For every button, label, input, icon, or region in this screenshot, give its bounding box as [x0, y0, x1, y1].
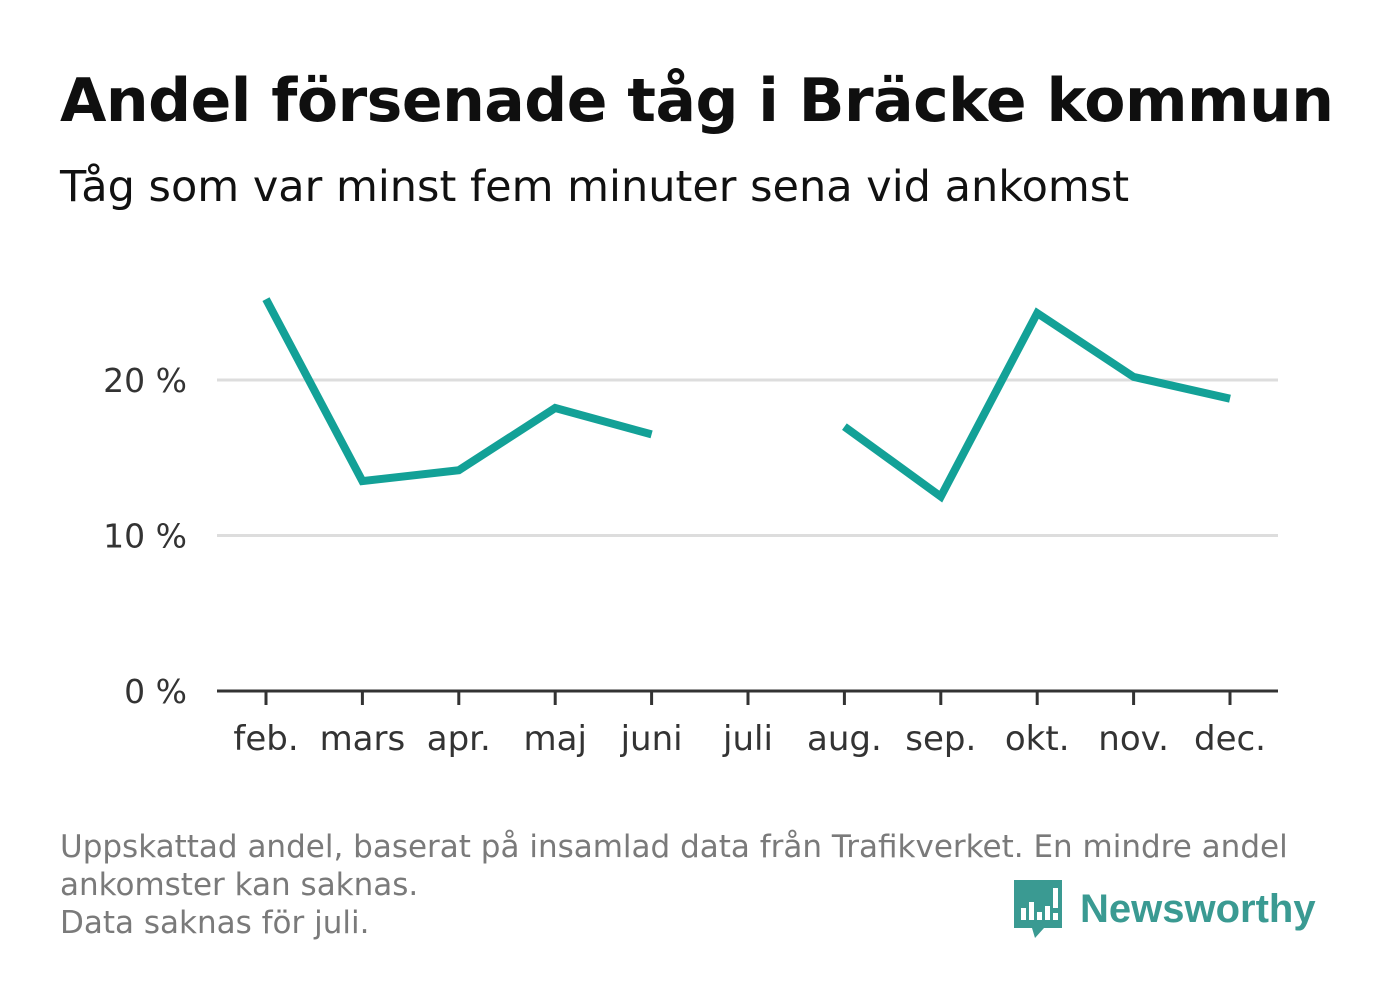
x-axis-tick-labels: feb. mars apr. maj juni juli aug. sep. okt. nov. d…: [233, 719, 1266, 759]
series-line-segment-1: [262, 297, 653, 486]
x-tick-label: nov.: [1098, 719, 1169, 759]
chart-title: Andel försenade tåg i Bräcke kommun: [60, 66, 1334, 136]
series-lines: [262, 297, 1231, 503]
footnote-line-2: ankomster kan saknas.: [60, 867, 419, 903]
y-tick-label: 0 %: [124, 672, 187, 711]
newsworthy-logo-icon: [1014, 880, 1062, 938]
y-tick-label: 20 %: [103, 361, 187, 400]
footnote-line-3: Data saknas för juli.: [60, 905, 370, 941]
x-tick-label: okt.: [1005, 719, 1070, 759]
x-tick-label: apr.: [427, 719, 491, 759]
x-tick-label: sep.: [905, 719, 976, 759]
x-tick-label: feb.: [233, 719, 298, 759]
x-axis: [217, 689, 1278, 705]
footnote: Uppskattad andel, baserat på insamlad da…: [60, 828, 1340, 942]
x-tick-label: juli: [722, 719, 773, 759]
newsworthy-logo[interactable]: Newsworthy: [1010, 876, 1316, 942]
x-tick-label: aug.: [807, 719, 882, 759]
y-tick-label: 10 %: [103, 517, 187, 556]
series-line-segment-2: [842, 307, 1231, 503]
footnote-line-1: Uppskattad andel, baserat på insamlad da…: [60, 829, 1288, 865]
y-axis-tick-labels: 0 % 10 % 20 %: [103, 361, 187, 711]
x-tick-label: dec.: [1194, 719, 1266, 759]
x-tick-label: mars: [320, 719, 406, 759]
newsworthy-logo-text: Newsworthy: [1080, 886, 1316, 931]
gridlines: [217, 378, 1278, 537]
chart-subtitle: Tåg som var minst fem minuter sena vid a…: [60, 162, 1130, 212]
x-tick-label: maj: [523, 719, 586, 759]
x-tick-label: juni: [620, 719, 683, 759]
